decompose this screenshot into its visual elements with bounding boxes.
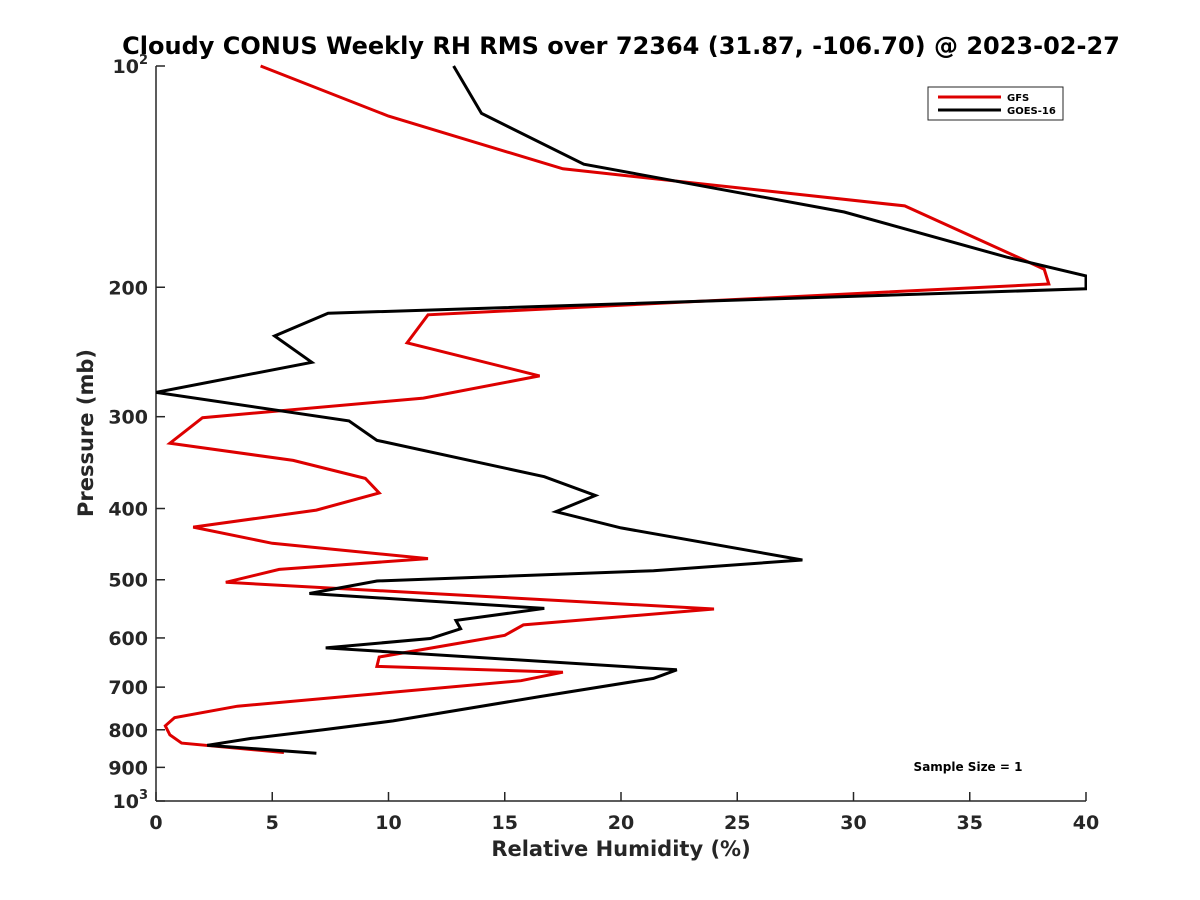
plot-area (155, 64, 1087, 802)
series-lines (156, 64, 1087, 755)
y-tick-label: 103 (113, 788, 149, 813)
legend-label: GFS (1007, 93, 1029, 104)
y-tick-label: 400 (108, 499, 148, 521)
x-axis-label: Relative Humidity (%) (491, 837, 750, 861)
y-tick-label: 500 (108, 570, 148, 592)
y-tick-label: 300 (108, 407, 148, 429)
y-tick-label: 800 (108, 720, 148, 742)
sample-size-annotation: Sample Size = 1 (914, 760, 1023, 774)
y-tick-label: 102 (113, 53, 149, 78)
x-tick-label: 25 (724, 812, 750, 834)
legend-label: GOES-16 (1007, 106, 1056, 117)
x-axis-ticks: 0 5 10 15 20 25 30 35 40 (149, 792, 1099, 834)
x-tick-label: 5 (266, 812, 279, 834)
y-tick-label: 600 (108, 628, 148, 650)
series-line-goes-16 (156, 65, 1087, 755)
x-tick-label: 20 (608, 812, 634, 834)
legend-box (927, 86, 1064, 121)
x-tick-label: 30 (840, 812, 866, 834)
legend: GFS GOES-16 (927, 86, 1064, 121)
chart-title: Cloudy CONUS Weekly RH RMS over 72364 (3… (122, 32, 1120, 60)
x-tick-label: 15 (492, 812, 518, 834)
y-tick-label: 700 (108, 677, 148, 699)
y-axis-label: Pressure (mb) (74, 349, 98, 517)
y-tick-label: 900 (108, 757, 148, 779)
y-axis-ticks: 102 200 300 400 500 600 700 800 900 103 (108, 53, 165, 813)
x-tick-label: 40 (1073, 812, 1099, 834)
y-tick-label: 200 (108, 277, 148, 299)
x-tick-label: 0 (149, 812, 162, 834)
x-tick-label: 10 (375, 812, 401, 834)
x-tick-label: 35 (957, 812, 983, 834)
